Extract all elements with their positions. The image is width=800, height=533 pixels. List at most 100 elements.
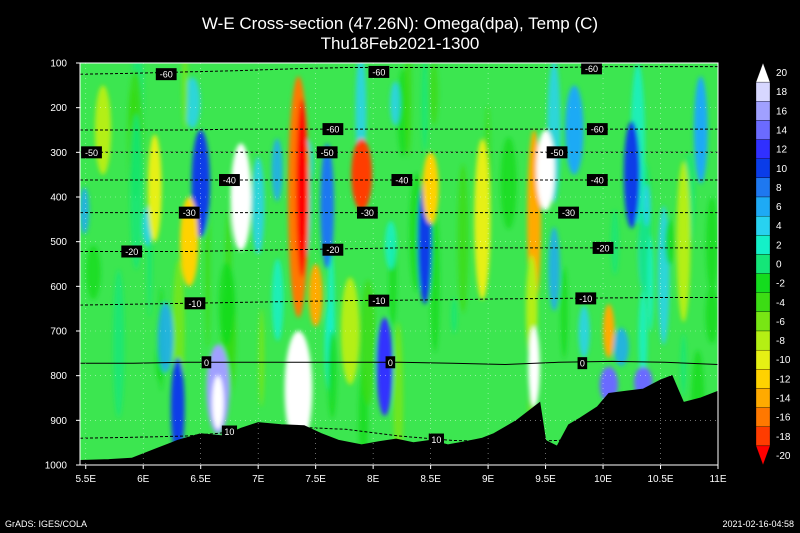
y-tick-label: 1000 (45, 461, 68, 472)
omega-feature (376, 317, 393, 416)
isotherm-label-box (592, 241, 614, 254)
isotherm-label: -20 (597, 243, 610, 253)
colorbar-label: -6 (776, 317, 785, 328)
colorbar-swatch (755, 81, 771, 102)
isotherm-label-box (428, 433, 444, 446)
colorbar-swatch (755, 215, 771, 236)
footer-timestamp: 2021-02-16-04:58 (722, 519, 794, 529)
colorbar-label: -12 (776, 374, 791, 385)
omega-feature (565, 85, 584, 175)
isotherm-label: 10 (224, 427, 234, 437)
colorbar-swatch (755, 254, 771, 274)
plot-frame (79, 62, 719, 466)
colorbar-label: 10 (776, 164, 788, 175)
isotherm-label-box (81, 146, 102, 159)
x-tick-label: 7E (252, 474, 265, 485)
colorbar-label: 8 (776, 183, 782, 194)
x-tick-label: 8.5E (420, 474, 441, 485)
omega-feature (147, 134, 162, 242)
isotherm-label: -10 (579, 294, 592, 304)
x-tick-label: 6E (137, 474, 150, 485)
y-tick-label: 800 (50, 371, 67, 382)
isotherm-label-box (221, 425, 238, 438)
isotherm-label-box (184, 297, 206, 310)
isotherm-label: -20 (125, 247, 138, 257)
isotherm-label-box (356, 206, 378, 219)
colorbar-label: -4 (776, 298, 785, 309)
isotherm-label: -40 (395, 176, 408, 186)
isotherm-label: 0 (204, 358, 209, 368)
x-tick-label: 10E (594, 474, 612, 485)
isotherm-label: -50 (551, 148, 564, 158)
isotherm-label: -50 (321, 148, 334, 158)
x-tick-label: 5.5E (75, 474, 96, 485)
isotherm-label-box (368, 65, 390, 78)
isotherm-label: -30 (562, 208, 575, 218)
colorbar-label: -16 (776, 413, 791, 424)
isotherm-label: -20 (326, 245, 339, 255)
chart-title: W-E Cross-section (47.26N): Omega(dpa), … (201, 14, 599, 33)
omega-feature (528, 326, 540, 407)
x-tick-label: 10.5E (647, 474, 673, 485)
colorbar-swatch (755, 235, 771, 255)
colorbar-label: 0 (776, 260, 782, 271)
colorbar-swatch (755, 330, 771, 351)
terrain-mask (80, 375, 718, 465)
isotherm-label: -30 (361, 208, 374, 218)
isotherm-label-box (155, 68, 177, 81)
x-tick-label: 6.5E (190, 474, 211, 485)
omega-feature (603, 304, 615, 358)
colorbar-label: -10 (776, 355, 791, 366)
colorbar-label: 18 (776, 87, 788, 98)
isotherm-label: -10 (188, 299, 201, 309)
chart-subtitle: Thu18Feb2021-1300 (320, 34, 480, 53)
isotherm-label-box (316, 146, 338, 159)
colorbar-swatch (755, 369, 771, 389)
isotherm-label: 10 (431, 435, 441, 445)
colorbar-swatch (755, 311, 771, 332)
omega-feature (170, 357, 185, 457)
colorbar-swatch (755, 158, 771, 179)
y-tick-label: 100 (50, 59, 67, 70)
colorbar-label: -20 (776, 451, 791, 462)
y-tick-label: 400 (50, 193, 67, 204)
isotherm-label-box (219, 174, 240, 187)
colorbar-label: 20 (776, 68, 788, 79)
y-tick-label: 700 (50, 327, 67, 338)
omega-feature (351, 138, 372, 211)
colorbar-swatch (755, 196, 771, 217)
isotherm-label: -10 (372, 296, 385, 306)
omega-feature (320, 143, 335, 269)
colorbar-label: -14 (776, 394, 791, 405)
omega-feature (474, 138, 491, 300)
colorbar-swatch (755, 101, 771, 121)
isotherm-label: -60 (585, 64, 598, 74)
isotherm-label-box (558, 206, 579, 219)
isotherm-line (80, 419, 718, 443)
isotherm-label: -60 (160, 70, 173, 80)
x-tick-label: 9E (482, 474, 495, 485)
x-tick-label: 7.5E (305, 474, 326, 485)
isotherm-label: -40 (591, 176, 604, 186)
isotherm-label-box (586, 174, 608, 187)
colorbar-label: -8 (776, 336, 785, 347)
isotherm-label-box (322, 243, 344, 256)
colorbar-label: 16 (776, 106, 788, 117)
colorbar-label: 14 (776, 126, 788, 137)
isotherm-line (80, 360, 718, 366)
colorbar-label: -2 (776, 279, 785, 290)
omega-feature (284, 331, 313, 448)
isotherm-label: -40 (223, 176, 236, 186)
colorbar-swatch (755, 349, 771, 370)
colorbar-label: 12 (776, 145, 788, 156)
isotherm-label-box (178, 206, 200, 219)
colorbar-label: 4 (776, 221, 782, 232)
colorbar-swatch (755, 273, 771, 293)
colorbar-swatch (755, 426, 771, 447)
isotherm-label-box (577, 357, 588, 370)
isotherm-label-box (391, 174, 413, 187)
isotherm-label: 0 (580, 359, 585, 369)
colorbar-swatch (755, 388, 771, 408)
omega-feature (693, 76, 708, 184)
